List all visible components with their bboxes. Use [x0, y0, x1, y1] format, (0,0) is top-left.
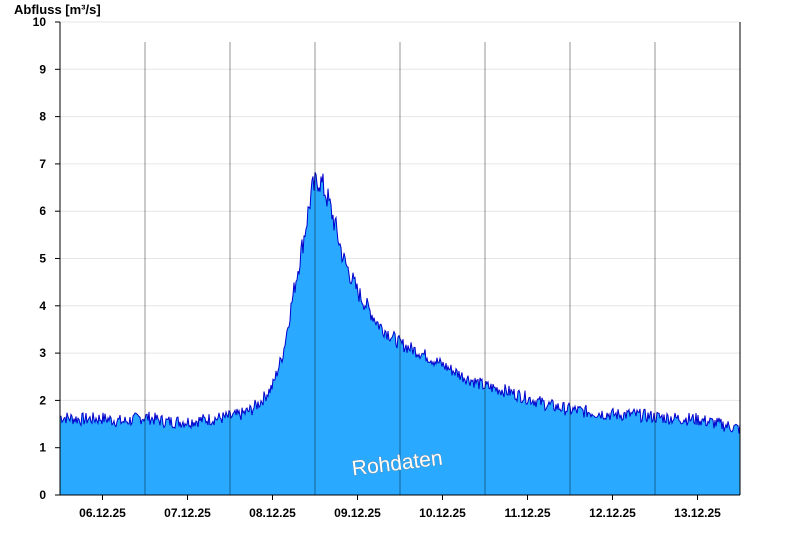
x-tick-label: 09.12.25: [334, 506, 381, 520]
y-tick-label: 9: [39, 62, 46, 76]
x-tick-label: 08.12.25: [249, 506, 296, 520]
y-axis-label: Abfluss [m³/s]: [14, 2, 101, 17]
y-tick-label: 0: [39, 488, 46, 502]
y-tick-label: 10: [33, 15, 47, 29]
x-tick-label: 06.12.25: [79, 506, 126, 520]
x-tick-label: 11.12.25: [504, 506, 550, 520]
y-tick-label: 2: [39, 393, 46, 407]
y-tick-labels: 0 1 2 3 4 5 6 7 8 9 10: [33, 15, 60, 502]
y-tick-label: 3: [39, 346, 46, 360]
day-separator-lines: [144, 42, 656, 495]
y-tick-label: 6: [39, 204, 46, 218]
x-tick-label: 07.12.25: [164, 506, 211, 520]
y-tick-label: 1: [39, 441, 46, 455]
y-tick-label: 4: [39, 299, 46, 313]
x-tick-label: 10.12.25: [419, 506, 466, 520]
y-tick-label: 5: [39, 252, 46, 266]
y-tick-label: 8: [39, 110, 46, 124]
x-tick-label: 12.12.25: [589, 506, 636, 520]
y-tick-label: 7: [39, 157, 46, 171]
x-tick-labels: 06.12.25 07.12.25 08.12.25 09.12.25 10.12.25…: [79, 495, 721, 520]
x-tick-label: 13.12.25: [674, 506, 721, 520]
